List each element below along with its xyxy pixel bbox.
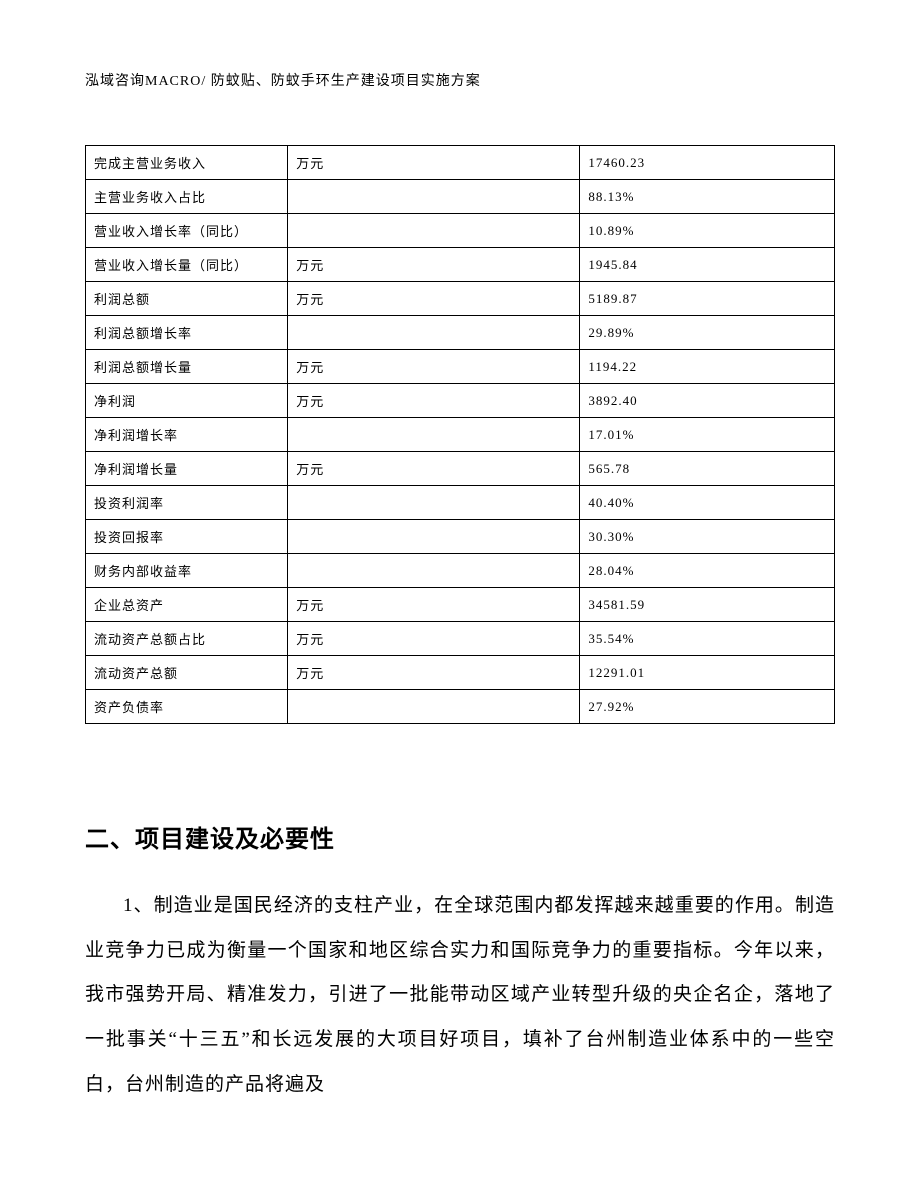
indicator-unit	[288, 180, 580, 214]
indicator-value: 10.89%	[580, 214, 835, 248]
indicator-value: 30.30%	[580, 520, 835, 554]
table-row: 主营业务收入占比 88.13%	[86, 180, 835, 214]
indicator-label: 营业收入增长量（同比）	[86, 248, 288, 282]
indicator-unit: 万元	[288, 384, 580, 418]
indicator-value: 28.04%	[580, 554, 835, 588]
indicator-label: 投资回报率	[86, 520, 288, 554]
indicator-label: 投资利润率	[86, 486, 288, 520]
table-row: 企业总资产万元34581.59	[86, 588, 835, 622]
indicator-unit: 万元	[288, 622, 580, 656]
indicator-label: 企业总资产	[86, 588, 288, 622]
indicator-unit: 万元	[288, 146, 580, 180]
table-body: 完成主营业务收入万元17460.23主营业务收入占比88.13%营业收入增长率（…	[86, 146, 835, 724]
document-page: 泓域咨询MACRO/ 防蚊贴、防蚊手环生产建设项目实施方案 完成主营业务收入万元…	[0, 0, 920, 1191]
indicator-label: 利润总额	[86, 282, 288, 316]
indicator-value: 17.01%	[580, 418, 835, 452]
indicator-unit	[288, 690, 580, 724]
indicator-value: 35.54%	[580, 622, 835, 656]
table-row: 投资回报率 30.30%	[86, 520, 835, 554]
table-row: 营业收入增长率（同比） 10.89%	[86, 214, 835, 248]
financial-indicators-table: 完成主营业务收入万元17460.23主营业务收入占比88.13%营业收入增长率（…	[85, 145, 835, 724]
indicator-label: 净利润增长量	[86, 452, 288, 486]
indicator-label: 营业收入增长率（同比）	[86, 214, 288, 248]
table-row: 净利润增长量万元565.78	[86, 452, 835, 486]
indicator-label: 流动资产总额占比	[86, 622, 288, 656]
table-row: 流动资产总额占比万元35.54%	[86, 622, 835, 656]
indicator-value: 12291.01	[580, 656, 835, 690]
page-header: 泓域咨询MACRO/ 防蚊贴、防蚊手环生产建设项目实施方案	[85, 70, 835, 90]
indicator-label: 净利润增长率	[86, 418, 288, 452]
indicator-value: 27.92%	[580, 690, 835, 724]
indicator-value: 1945.84	[580, 248, 835, 282]
indicator-unit	[288, 520, 580, 554]
indicator-unit	[288, 214, 580, 248]
table-row: 营业收入增长量（同比）万元1945.84	[86, 248, 835, 282]
indicator-label: 利润总额增长量	[86, 350, 288, 384]
indicator-label: 利润总额增长率	[86, 316, 288, 350]
table-row: 净利润万元3892.40	[86, 384, 835, 418]
indicator-unit: 万元	[288, 282, 580, 316]
section-paragraph: 1、制造业是国民经济的支柱产业，在全球范围内都发挥越来越重要的作用。制造业竞争力…	[85, 884, 835, 1107]
table-row: 利润总额万元5189.87	[86, 282, 835, 316]
indicator-unit	[288, 418, 580, 452]
indicator-value: 3892.40	[580, 384, 835, 418]
table-row: 投资利润率 40.40%	[86, 486, 835, 520]
indicator-value: 1194.22	[580, 350, 835, 384]
indicator-unit: 万元	[288, 588, 580, 622]
indicator-label: 财务内部收益率	[86, 554, 288, 588]
table-row: 完成主营业务收入万元17460.23	[86, 146, 835, 180]
indicator-unit: 万元	[288, 656, 580, 690]
table-row: 流动资产总额万元12291.01	[86, 656, 835, 690]
indicator-value: 29.89%	[580, 316, 835, 350]
indicator-unit: 万元	[288, 248, 580, 282]
indicator-label: 流动资产总额	[86, 656, 288, 690]
table-row: 财务内部收益率 28.04%	[86, 554, 835, 588]
table-row: 利润总额增长量万元1194.22	[86, 350, 835, 384]
indicator-value: 565.78	[580, 452, 835, 486]
indicator-value: 88.13%	[580, 180, 835, 214]
table-row: 利润总额增长率 29.89%	[86, 316, 835, 350]
indicator-label: 资产负债率	[86, 690, 288, 724]
indicator-value: 40.40%	[580, 486, 835, 520]
indicator-unit	[288, 486, 580, 520]
indicator-value: 5189.87	[580, 282, 835, 316]
indicator-label: 完成主营业务收入	[86, 146, 288, 180]
indicator-unit	[288, 316, 580, 350]
table-row: 资产负债率 27.92%	[86, 690, 835, 724]
section-heading: 二、项目建设及必要性	[85, 819, 835, 854]
table-row: 净利润增长率 17.01%	[86, 418, 835, 452]
indicator-value: 17460.23	[580, 146, 835, 180]
indicator-unit: 万元	[288, 350, 580, 384]
indicator-label: 净利润	[86, 384, 288, 418]
indicator-unit: 万元	[288, 452, 580, 486]
indicator-label: 主营业务收入占比	[86, 180, 288, 214]
indicator-unit	[288, 554, 580, 588]
indicator-value: 34581.59	[580, 588, 835, 622]
